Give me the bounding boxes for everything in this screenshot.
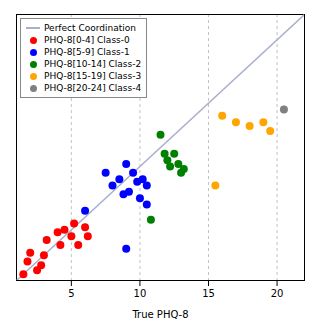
html-text:PHQ-8[15-19] Class-3: PHQ-8[15-19] Class-3 (44, 71, 142, 81)
svg-text:10: 10 (134, 288, 147, 299)
html-text:Perfect Coordination: Perfect Coordination (44, 23, 136, 33)
svg-text:5: 5 (68, 288, 74, 299)
svg-text:True PHQ-8: True PHQ-8 (131, 309, 188, 320)
svg-text:20: 20 (271, 288, 284, 299)
html-text:PHQ-8[5-9] Class-1: PHQ-8[5-9] Class-1 (44, 47, 130, 57)
html-text:PHQ-8[0-4] Class-0: PHQ-8[0-4] Class-0 (44, 35, 130, 45)
html-text:PHQ-8[10-14] Class-2: PHQ-8[10-14] Class-2 (44, 59, 142, 69)
html-text:PHQ-8[20-24] Class-4: PHQ-8[20-24] Class-4 (44, 83, 142, 93)
svg-text:15: 15 (202, 288, 215, 299)
